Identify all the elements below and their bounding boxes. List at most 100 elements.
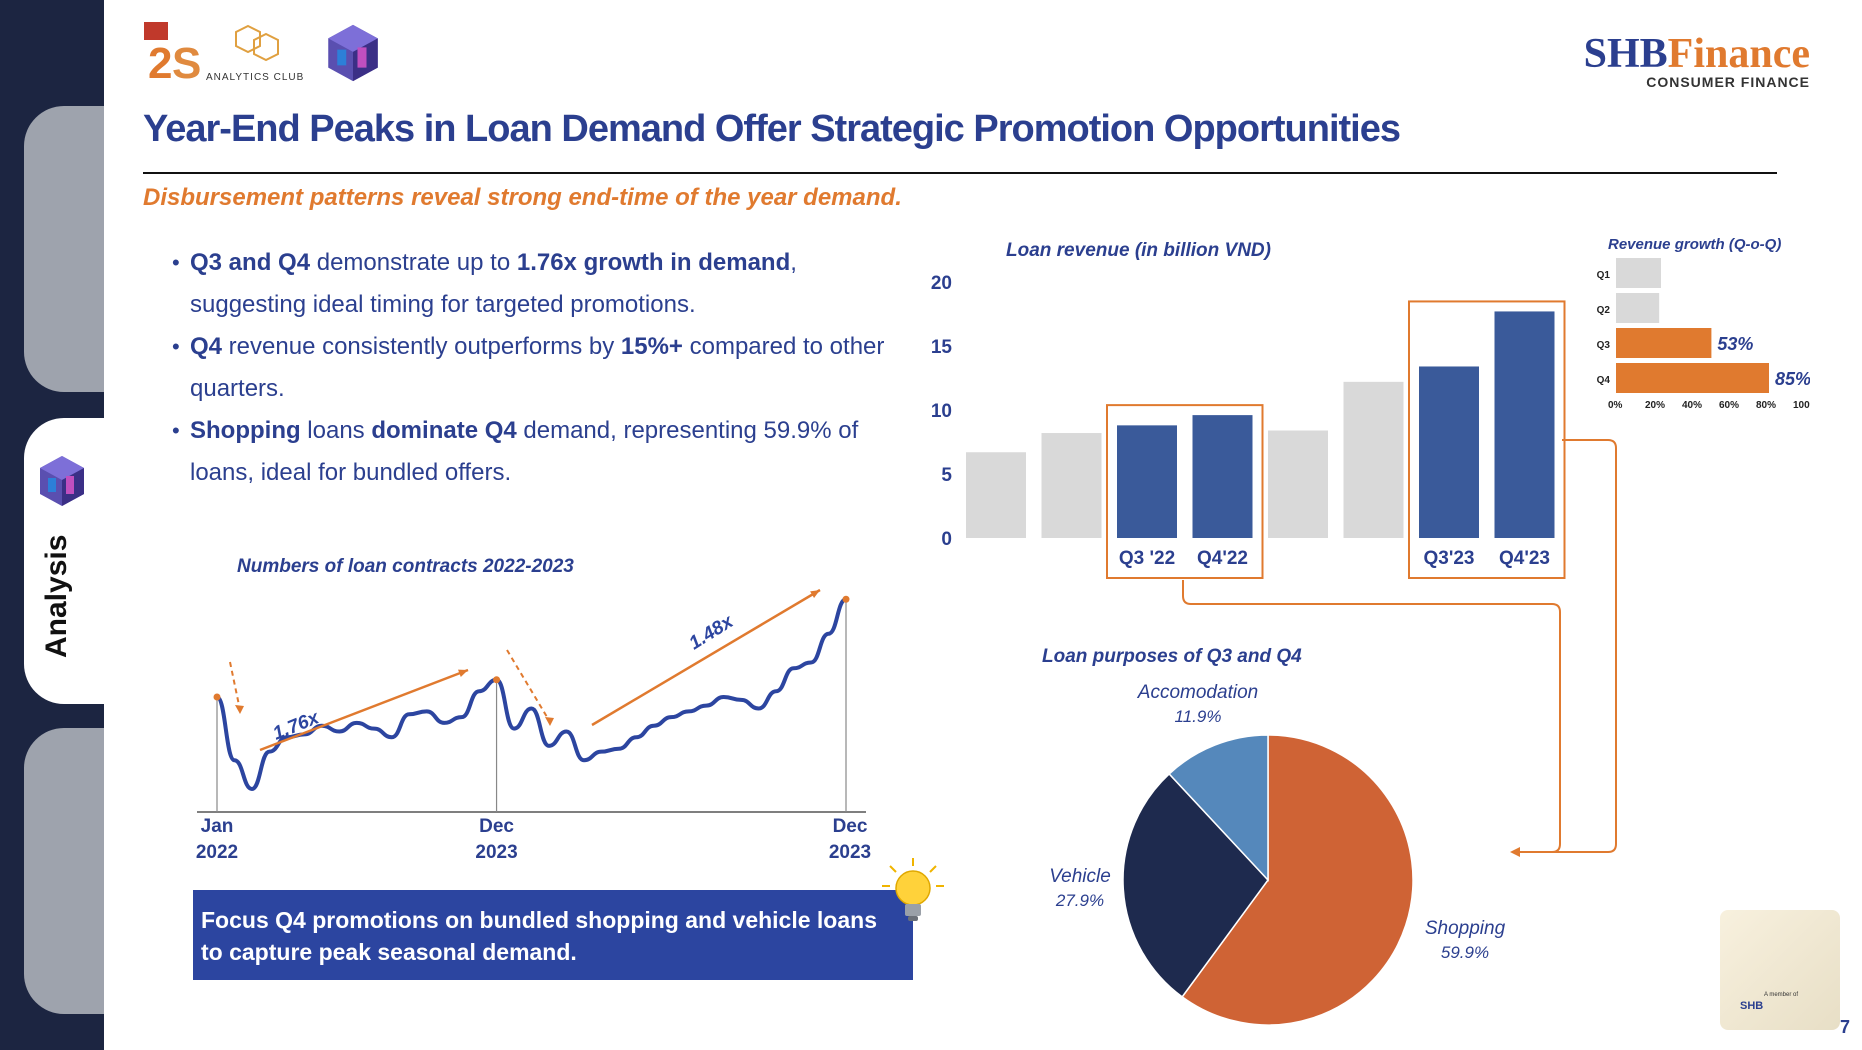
- revenue-bar: [1494, 311, 1555, 538]
- loan-revenue-bar-chart: 0 5 10 15 20 Q3 '22 Q4'22 Q3'23 Q4'23: [931, 273, 1566, 579]
- pie-chart-title: Loan purposes of Q3 and Q4: [1042, 646, 1302, 667]
- dip-arrow-1: [229, 661, 241, 711]
- title-divider: [143, 172, 1777, 174]
- growth-annotation-1: 1.76x: [270, 707, 323, 745]
- loan-contracts-line-chart: 1.76x 1.48x Jan 2022 Dec 2023 Dec 2023: [196, 588, 871, 863]
- brand-tagline: CONSUMER FINANCE: [1646, 74, 1810, 90]
- bullet-item: Q3 and Q4 demonstrate up to 1.76x growth…: [172, 242, 890, 326]
- growth-bar: [1616, 258, 1661, 288]
- cube-logo-icon: [328, 24, 378, 82]
- sidebar: Analysis: [0, 0, 104, 1050]
- bullet-text: , suggesting ideal timing for targeted p…: [190, 249, 797, 318]
- growth-bar: [1616, 293, 1660, 323]
- analytics-club-logo-icon: [235, 24, 279, 62]
- pie-slice-label: Vehicle: [1049, 866, 1111, 887]
- line-marker: [842, 595, 850, 603]
- bar-chart-title: Loan revenue (in billion VND): [1006, 240, 1271, 261]
- growth-x-tick-label: 80%: [1756, 400, 1776, 411]
- revenue-bar: [1041, 433, 1102, 538]
- svg-text:S: S: [172, 39, 201, 82]
- revenue-bar: [1268, 430, 1328, 538]
- growth-category-label: Q2: [1597, 305, 1611, 316]
- growth-x-tick-label: 60%: [1719, 400, 1739, 411]
- growth-category-label: Q1: [1597, 270, 1611, 281]
- revenue-bar: [1117, 425, 1177, 538]
- line-x-label-month: Dec: [833, 816, 868, 837]
- insight-bullets: Q3 and Q4 demonstrate up to 1.76x growth…: [172, 242, 890, 494]
- bar-y-tick-label: 10: [931, 401, 952, 422]
- growth-category-label: Q3: [1597, 340, 1611, 351]
- bullet-text: compared to other quarters.: [190, 333, 885, 402]
- dip-arrow-2: [506, 649, 551, 723]
- cube-logo-icon: [40, 456, 84, 506]
- svg-text:2: 2: [148, 39, 172, 82]
- lightbulb-icon: [882, 858, 944, 921]
- loan-purposes-pie-chart: Shopping 59.9% Vehicle 27.9% Accomodation 11.…: [1049, 682, 1506, 1026]
- dip-arrow-2-head: [545, 717, 554, 726]
- footer-member-text: A member of: [1764, 992, 1799, 998]
- sidebar-tab-top[interactable]: [24, 106, 104, 392]
- sidebar-tab-analysis[interactable]: Analysis: [24, 418, 104, 704]
- line-x-label-month: Dec: [479, 816, 514, 837]
- line-marker: [213, 693, 221, 701]
- shb-finance-logo: SHBFinance CONSUMER FINANCE: [1584, 30, 1810, 90]
- recommendation-callout: Focus Q4 promotions on bundled shopping …: [193, 890, 913, 980]
- bar-y-tick-label: 20: [931, 273, 952, 294]
- bullet-text: revenue consistently outperforms by: [222, 333, 621, 360]
- sidebar-tab-bottom[interactable]: [24, 728, 104, 1014]
- growth-x-tick-label: 0%: [1608, 400, 1623, 411]
- bullet-text: loans: [300, 417, 372, 444]
- pie-slice: [1168, 734, 1269, 882]
- pie-slice-value: 11.9%: [1175, 707, 1222, 726]
- growth-x-tick-label: 100%: [1793, 400, 1810, 411]
- revenue-growth-bar-chart: Q1 Q2 Q3 53% Q4 85% 0% 20% 40% 60% 80% 100%: [1597, 258, 1810, 411]
- page-title: Year-End Peaks in Loan Demand Offer Stra…: [143, 108, 1401, 150]
- growth-value-label: 85%: [1775, 369, 1810, 389]
- growth-bar: [1616, 328, 1712, 358]
- bar-y-tick-label: 15: [931, 337, 953, 358]
- bar-y-tick-label: 0: [941, 529, 952, 550]
- bar-category-label: Q4'22: [1197, 548, 1248, 569]
- trend-arrow-1-head: [458, 669, 468, 677]
- revenue-bar: [1192, 415, 1253, 538]
- line-marker: [493, 676, 501, 684]
- bullet-text: demand, representing 59.9% of loans, ide…: [190, 417, 859, 486]
- trend-arrow-2: [591, 588, 821, 727]
- line-chart-title: Numbers of loan contracts 2022-2023: [237, 556, 574, 577]
- bullet-bold-text: Shopping: [190, 417, 301, 444]
- brand-shb: SHB: [1583, 31, 1668, 77]
- growth-annotation-2: 1.48x: [686, 610, 739, 654]
- pie-slice: [1181, 734, 1414, 1026]
- bullet-bold-text: Q4: [190, 333, 223, 360]
- bullet-bold-text: 1.76x growth in demand: [516, 249, 791, 276]
- line-x-label-year: 2022: [196, 842, 238, 863]
- rmit-logo-icon: 2 S: [144, 22, 201, 82]
- pie-slice-value: 27.9%: [1055, 891, 1104, 910]
- growth-bar: [1616, 363, 1769, 393]
- page-subtitle: Disbursement patterns reveal strong end-…: [143, 184, 902, 211]
- bullet-text: demonstrate up to: [310, 249, 517, 276]
- loan-contracts-line: [215, 597, 847, 792]
- line-x-label-year: 2023: [475, 842, 517, 863]
- pie-slice-label: Accomodation: [1137, 682, 1258, 703]
- bar-category-label: Q3'23: [1424, 548, 1475, 569]
- bullet-item: Q4 revenue consistently outperforms by 1…: [172, 326, 890, 410]
- trend-arrow-1: [259, 668, 469, 752]
- pie-slice-value: 59.9%: [1441, 943, 1489, 962]
- growth-x-tick-label: 40%: [1682, 400, 1702, 411]
- bullet-bold-text: Q3 and Q4: [190, 249, 311, 276]
- dip-arrow-1-head: [235, 705, 244, 714]
- bar-y-tick-label: 5: [941, 465, 952, 486]
- bullet-bold-text: 15%+: [620, 333, 683, 360]
- bullet-item: Shopping loans dominate Q4 demand, repre…: [172, 410, 890, 494]
- footer-gold-block: [1720, 910, 1840, 1030]
- page-number: 7: [1839, 1017, 1850, 1037]
- footer-member-brand: SHB: [1740, 1000, 1764, 1012]
- line-x-label-year: 2023: [829, 842, 871, 863]
- pie-slice: [1122, 772, 1269, 998]
- trend-arrow-2-head: [810, 590, 820, 599]
- growth-value-label: 53%: [1717, 334, 1753, 354]
- revenue-bar: [1343, 381, 1404, 538]
- revenue-bar: [1419, 366, 1479, 538]
- growth-chart-title: Revenue growth (Q-o-Q): [1608, 236, 1782, 253]
